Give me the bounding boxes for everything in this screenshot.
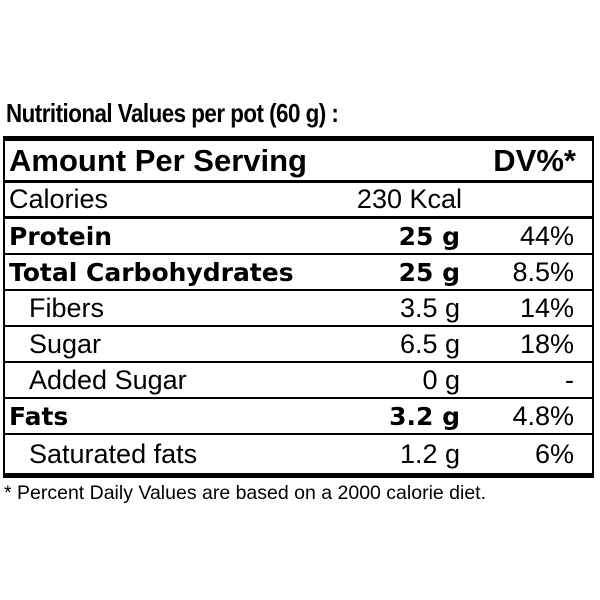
nutrient-amount: 25 g: [398, 257, 460, 287]
nutrient-label: Saturated fats: [29, 438, 198, 469]
nutrient-label: Fibers: [29, 292, 105, 323]
nutrient-row-protein: Protein 25 g 44%: [5, 219, 592, 255]
nutrient-amount: 1.2 g: [399, 438, 460, 469]
nutrient-dv: 44%: [519, 220, 574, 251]
nutrient-dv: 18%: [519, 328, 574, 359]
nutrient-dv: 8.5%: [512, 256, 574, 287]
nutrient-amount: 3.5 g: [399, 292, 460, 323]
nutrient-row-fibers: Fibers 3.5 g 14%: [5, 291, 592, 327]
amount-per-serving-label: Amount Per Serving: [9, 142, 307, 178]
nutrition-title: Nutritional Values per pot (60 g) :: [6, 98, 339, 128]
nutrient-label: Added Sugar: [29, 364, 187, 395]
nutrient-dv: -: [565, 364, 574, 395]
calories-value: 230 Kcal: [356, 184, 462, 214]
nutrient-amount: 6.5 g: [399, 328, 460, 359]
nutrient-label: Fats: [9, 401, 69, 431]
nutrient-label: Total Carbohydrates: [9, 257, 294, 287]
daily-value-header: DV%*: [493, 142, 576, 178]
calories-row: Calories 230 Kcal: [5, 183, 592, 219]
nutrient-amount: 3.2 g: [389, 401, 460, 431]
nutrient-label: Sugar: [29, 328, 102, 359]
nutrient-amount: 25 g: [398, 221, 460, 251]
calories-label: Calories: [9, 184, 109, 214]
nutrient-dv: 14%: [519, 292, 574, 323]
nutrient-label: Protein: [9, 221, 113, 251]
nutrient-row-fats: Fats 3.2 g 4.8%: [5, 399, 592, 435]
nutrition-table: Amount Per Serving DV%* Calories 230 Kca…: [3, 136, 594, 478]
nutrient-row-sugar: Sugar 6.5 g 18%: [5, 327, 592, 363]
nutrient-row-total-carbohydrates: Total Carbohydrates 25 g 8.5%: [5, 255, 592, 291]
nutrient-dv: 6%: [534, 438, 574, 469]
daily-value-footnote: * Percent Daily Values are based on a 20…: [4, 482, 487, 504]
table-header-row: Amount Per Serving DV%*: [5, 141, 592, 183]
nutrient-row-added-sugar: Added Sugar 0 g -: [5, 363, 592, 399]
nutrient-dv: 4.8%: [512, 400, 574, 431]
nutrient-row-saturated-fats: Saturated fats 1.2 g 6%: [5, 435, 592, 473]
nutrient-amount: 0 g: [422, 364, 460, 395]
